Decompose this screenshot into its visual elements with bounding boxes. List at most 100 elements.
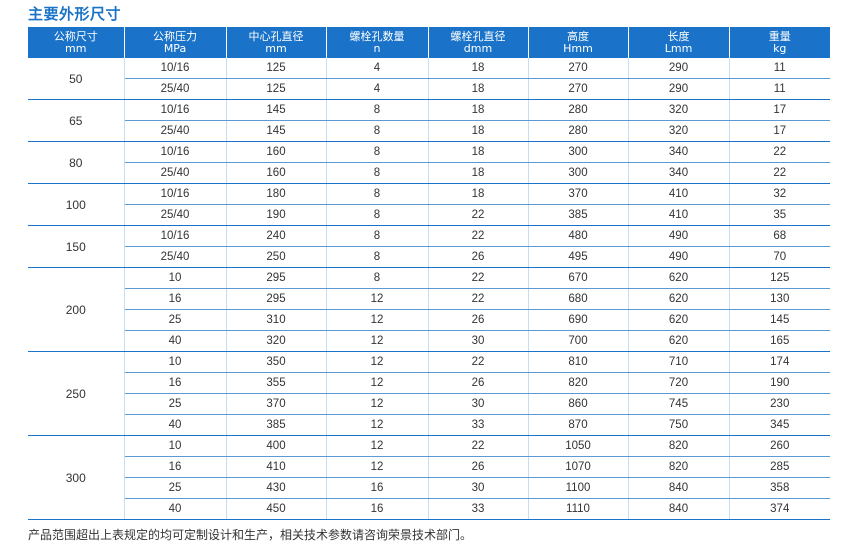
column-header-unit: mm (265, 41, 287, 55)
table-cell: 840 (628, 498, 730, 520)
table-row: 25/40 250 8 26 495 490 70 (28, 246, 830, 268)
table-cell: 720 (628, 372, 730, 394)
column-header-unit: dmm (463, 41, 493, 55)
table-cell: 125 (729, 267, 830, 289)
table-cell: 12 (326, 435, 429, 457)
table-cell: 620 (628, 288, 730, 310)
table-cell: 26 (428, 372, 529, 394)
table-row: 65 10/16 145 8 18 280 320 17 (28, 99, 830, 142)
table-cell: 12 (326, 393, 429, 415)
table-row: 16 410 12 26 1070 820 285 (28, 456, 830, 478)
table-row: 300 10 400 12 22 1050 820 260 (28, 435, 830, 520)
table-cell: 130 (729, 288, 830, 310)
column-header-unit: mm (65, 41, 87, 55)
nominal-size-cell: 300 (28, 435, 125, 520)
table-cell: 11 (729, 78, 830, 100)
table-cell: 810 (528, 351, 629, 373)
table-cell: 320 (628, 120, 730, 142)
table-cell: 10/16 (124, 99, 227, 121)
footnote: 产品范围超出上表规定的均可定制设计和生产，相关技术参数请咨询荣景技术部门。 (28, 528, 473, 542)
table-cell: 358 (729, 477, 830, 499)
table-cell: 26 (428, 456, 529, 478)
table-cell: 25 (124, 393, 227, 415)
table-cell: 410 (628, 204, 730, 226)
column-header-label: 螺栓孔数量 (349, 29, 405, 43)
nominal-size-cell: 65 (28, 99, 125, 142)
table-row: 50 10/16 125 4 18 270 290 11 (28, 58, 830, 100)
table-cell: 26 (428, 246, 529, 268)
table-cell: 40 (124, 414, 227, 436)
table-cell: 40 (124, 330, 227, 352)
table-cell: 22 (428, 225, 529, 247)
table-cell: 230 (729, 393, 830, 415)
table-cell: 10/16 (124, 141, 227, 163)
table-cell: 1110 (528, 498, 629, 520)
table-cell: 680 (528, 288, 629, 310)
table-cell: 280 (528, 120, 629, 142)
table-cell: 33 (428, 414, 529, 436)
table-cell: 30 (428, 330, 529, 352)
column-header-label: 螺栓孔直径 (450, 29, 506, 43)
column-header-label: 公称尺寸 (53, 29, 98, 43)
table-cell: 290 (628, 58, 730, 79)
table-cell: 355 (226, 372, 327, 394)
table-cell: 1100 (528, 477, 629, 499)
table-cell: 370 (226, 393, 327, 415)
table-cell: 285 (729, 456, 830, 478)
table-row: 40 450 16 33 1110 840 374 (28, 498, 830, 520)
table-cell: 690 (528, 309, 629, 331)
table-cell: 290 (628, 78, 730, 100)
table-cell: 310 (226, 309, 327, 331)
table-cell: 385 (226, 414, 327, 436)
table-cell: 70 (729, 246, 830, 268)
table-cell: 8 (326, 267, 429, 289)
table-cell: 30 (428, 477, 529, 499)
table-cell: 8 (326, 204, 429, 226)
column-header-unit: Hmm (563, 41, 593, 55)
table-cell: 22 (428, 351, 529, 373)
column-header: 螺栓孔直径 dmm (428, 27, 529, 58)
table-cell: 270 (528, 78, 629, 100)
table-cell: 190 (729, 372, 830, 394)
table-cell: 400 (226, 435, 327, 457)
table-cell: 22 (428, 435, 529, 457)
table-cell: 620 (628, 309, 730, 331)
column-header-unit: Lmm (664, 41, 693, 55)
table-cell: 620 (628, 330, 730, 352)
column-header: 中心孔直径 mm (226, 27, 327, 58)
table-cell: 10 (124, 351, 227, 373)
table-row: 100 10/16 180 8 18 370 410 32 (28, 183, 830, 226)
table-cell: 12 (326, 456, 429, 478)
table-cell: 145 (226, 99, 327, 121)
table-cell: 25/40 (124, 78, 227, 100)
table-cell: 745 (628, 393, 730, 415)
nominal-size-cell: 150 (28, 225, 125, 268)
table-cell: 430 (226, 477, 327, 499)
table-cell: 18 (428, 141, 529, 163)
table-cell: 340 (628, 162, 730, 184)
table-cell: 30 (428, 393, 529, 415)
table-cell: 32 (729, 183, 830, 205)
table-cell: 820 (628, 456, 730, 478)
table-cell: 8 (326, 162, 429, 184)
table-cell: 16 (326, 477, 429, 499)
table-cell: 160 (226, 141, 327, 163)
table-cell: 410 (628, 183, 730, 205)
table-cell: 18 (428, 162, 529, 184)
column-header-label: 长度 (667, 29, 690, 43)
table-cell: 35 (729, 204, 830, 226)
table-cell: 10 (124, 435, 227, 457)
table-cell: 16 (124, 288, 227, 310)
table-cell: 25/40 (124, 204, 227, 226)
table-cell: 8 (326, 120, 429, 142)
table-cell: 25 (124, 477, 227, 499)
table-cell: 710 (628, 351, 730, 373)
table-cell: 22 (729, 141, 830, 163)
table-cell: 490 (628, 225, 730, 247)
table-row: 200 10 295 8 22 670 620 125 (28, 267, 830, 352)
table-cell: 870 (528, 414, 629, 436)
table-cell: 295 (226, 288, 327, 310)
column-header: 重量 kg (729, 27, 830, 58)
table-cell: 22 (729, 162, 830, 184)
table-cell: 860 (528, 393, 629, 415)
